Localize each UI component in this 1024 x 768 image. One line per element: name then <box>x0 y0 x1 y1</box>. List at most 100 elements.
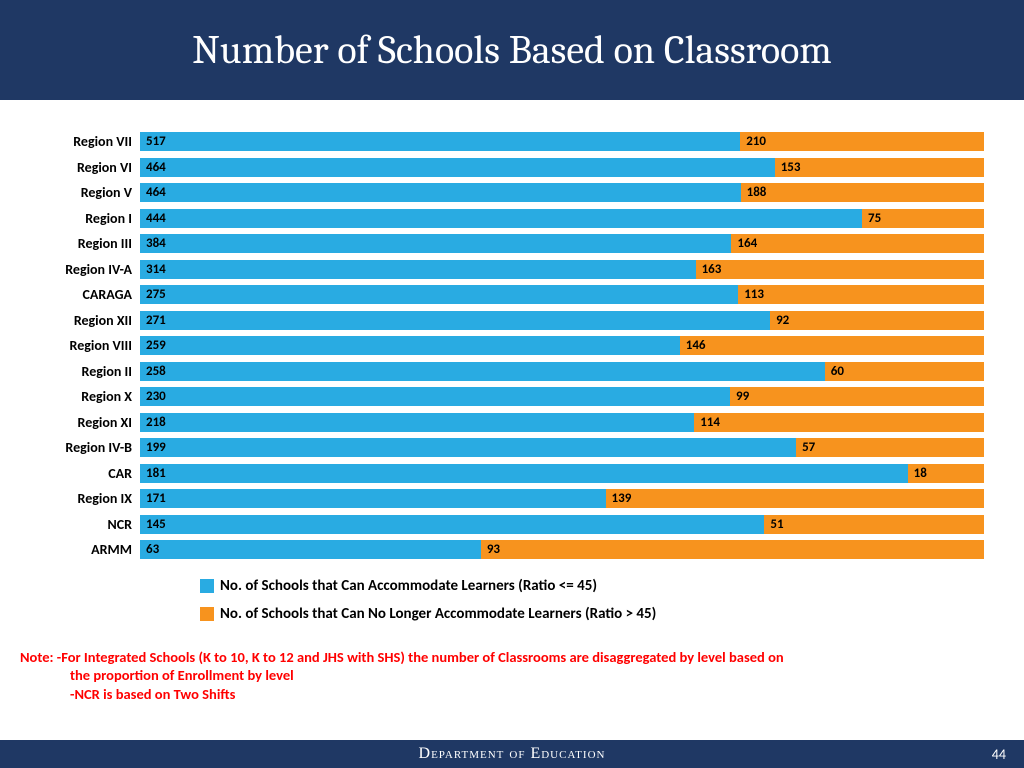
row-label: Region XII <box>20 312 140 329</box>
bar-blue: 199 <box>140 438 796 457</box>
bar-container: 23099 <box>140 387 984 406</box>
bar-blue: 464 <box>140 183 741 202</box>
bar-container: 259146 <box>140 336 984 355</box>
bar-container: 27192 <box>140 311 984 330</box>
chart-row: Region I44475 <box>20 207 984 231</box>
bar-container: 218114 <box>140 413 984 432</box>
row-label: Region X <box>20 388 140 405</box>
row-label: Region II <box>20 363 140 380</box>
legend-swatch-blue <box>200 579 214 593</box>
row-label: ARMM <box>20 541 140 558</box>
page-number: 44 <box>992 746 1006 763</box>
row-label: CAR <box>20 465 140 482</box>
legend-label-orange: No. of Schools that Can No Longer Accomm… <box>220 605 656 623</box>
bar-container: 18118 <box>140 464 984 483</box>
chart-row: NCR14551 <box>20 513 984 537</box>
bar-container: 384164 <box>140 234 984 253</box>
bar-container: 19957 <box>140 438 984 457</box>
bar-blue: 258 <box>140 362 825 381</box>
chart-row: Region VII517210 <box>20 130 984 154</box>
footer-text: Department of Education <box>419 745 606 763</box>
bar-container: 517210 <box>140 132 984 151</box>
chart-row: Region X23099 <box>20 385 984 409</box>
bar-blue: 171 <box>140 489 606 508</box>
bar-orange: 18 <box>908 464 984 483</box>
bar-container: 171139 <box>140 489 984 508</box>
note-line-2: the proportion of Enrollment by level <box>20 666 1004 685</box>
bar-blue: 259 <box>140 336 680 355</box>
note-block: Note: -For Integrated Schools (K to 10, … <box>0 643 1024 705</box>
legend-item-blue: No. of Schools that Can Accommodate Lear… <box>200 577 984 595</box>
slide-footer: Department of Education 44 <box>0 740 1024 768</box>
chart-row: CARAGA275113 <box>20 283 984 307</box>
chart-row: Region IX171139 <box>20 487 984 511</box>
bar-orange: 139 <box>606 489 984 508</box>
chart-row: ARMM6393 <box>20 538 984 562</box>
legend-swatch-orange <box>200 607 214 621</box>
bar-orange: 99 <box>730 387 984 406</box>
chart-area: Region VII517210Region VI464153Region V4… <box>0 100 1024 643</box>
bar-orange: 188 <box>741 183 984 202</box>
row-label: Region IV-A <box>20 261 140 278</box>
bar-blue: 444 <box>140 209 862 228</box>
bar-orange: 153 <box>775 158 984 177</box>
row-label: Region VII <box>20 133 140 150</box>
chart-row: Region IV-A314163 <box>20 258 984 282</box>
bar-orange: 51 <box>764 515 984 534</box>
bar-blue: 218 <box>140 413 694 432</box>
bar-orange: 60 <box>825 362 984 381</box>
chart-legend: No. of Schools that Can Accommodate Lear… <box>200 577 984 623</box>
bar-orange: 57 <box>796 438 984 457</box>
bar-orange: 113 <box>738 285 984 304</box>
bar-container: 14551 <box>140 515 984 534</box>
bar-blue: 63 <box>140 540 481 559</box>
bar-blue: 145 <box>140 515 764 534</box>
bar-container: 275113 <box>140 285 984 304</box>
bar-container: 25860 <box>140 362 984 381</box>
row-label: NCR <box>20 516 140 533</box>
chart-row: Region VIII259146 <box>20 334 984 358</box>
chart-row: Region II25860 <box>20 360 984 384</box>
chart-row: Region VI464153 <box>20 156 984 180</box>
bar-orange: 93 <box>481 540 984 559</box>
bar-orange: 146 <box>680 336 984 355</box>
slide-header: Number of Schools Based on Classroom <box>0 0 1024 100</box>
bar-container: 464188 <box>140 183 984 202</box>
bar-blue: 314 <box>140 260 696 279</box>
bar-blue: 517 <box>140 132 740 151</box>
bar-container: 314163 <box>140 260 984 279</box>
chart-row: Region XI218114 <box>20 411 984 435</box>
row-label: Region IV-B <box>20 439 140 456</box>
row-label: CARAGA <box>20 286 140 303</box>
bar-blue: 275 <box>140 285 738 304</box>
row-label: Region VI <box>20 159 140 176</box>
chart-row: CAR18118 <box>20 462 984 486</box>
bar-blue: 464 <box>140 158 775 177</box>
row-label: Region IX <box>20 490 140 507</box>
bar-orange: 163 <box>696 260 984 279</box>
bar-blue: 230 <box>140 387 730 406</box>
bar-container: 6393 <box>140 540 984 559</box>
note-line-1: Note: -For Integrated Schools (K to 10, … <box>20 648 1004 667</box>
row-label: Region XI <box>20 414 140 431</box>
note-line-3: -NCR is based on Two Shifts <box>20 685 1004 704</box>
chart-row: Region IV-B19957 <box>20 436 984 460</box>
chart-row: Region V464188 <box>20 181 984 205</box>
bar-orange: 114 <box>694 413 984 432</box>
bar-orange: 210 <box>740 132 984 151</box>
bar-blue: 271 <box>140 311 770 330</box>
slide-title: Number of Schools Based on Classroom <box>192 27 832 73</box>
chart-row: Region III384164 <box>20 232 984 256</box>
legend-label-blue: No. of Schools that Can Accommodate Lear… <box>220 577 597 595</box>
row-label: Region I <box>20 210 140 227</box>
chart-row: Region XII27192 <box>20 309 984 333</box>
row-label: Region V <box>20 184 140 201</box>
legend-item-orange: No. of Schools that Can No Longer Accomm… <box>200 605 984 623</box>
bar-container: 44475 <box>140 209 984 228</box>
bar-blue: 384 <box>140 234 731 253</box>
bar-container: 464153 <box>140 158 984 177</box>
bar-orange: 75 <box>862 209 984 228</box>
row-label: Region VIII <box>20 337 140 354</box>
chart-rows-container: Region VII517210Region VI464153Region V4… <box>20 130 984 562</box>
bar-orange: 164 <box>731 234 984 253</box>
